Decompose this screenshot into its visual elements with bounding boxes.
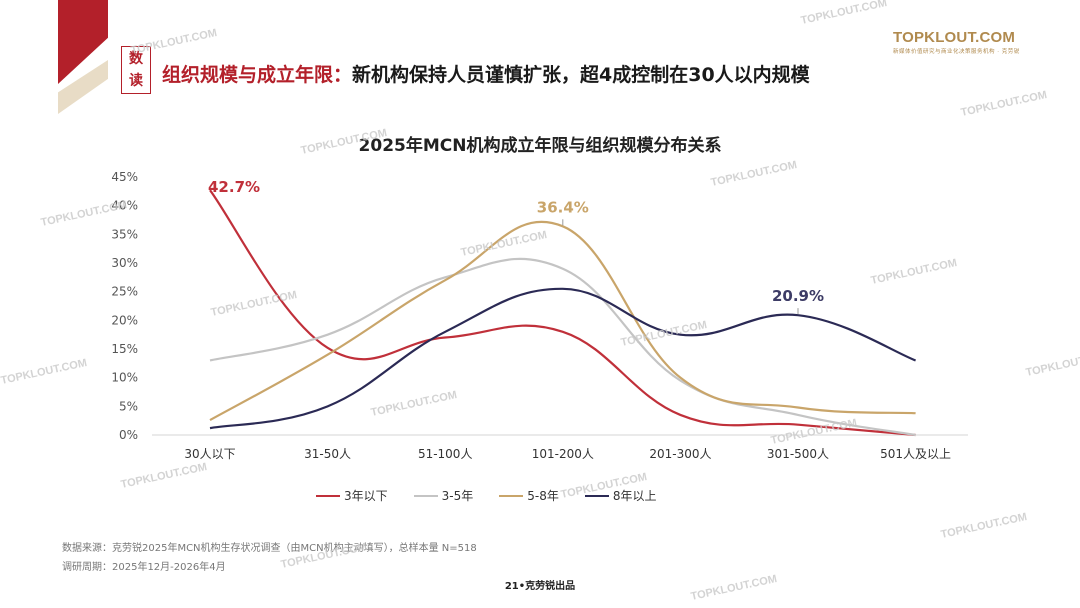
brand-logo-tagline: 新媒体价值研究与商业化决策服务机构 · 克劳锐	[893, 49, 1020, 55]
page-headline: 组织规模与成立年限：新机构保持人员谨慎扩张，超4成控制在30人以内规模	[162, 60, 810, 87]
series-line-3	[209, 220, 916, 422]
brand-logo-name: TOPKLOUT.COM	[893, 29, 1016, 46]
legend-swatch	[499, 494, 524, 497]
footer-notes: 数据来源：克劳锐2025年MCN机构生存状况调查（由MCN机构主动填写），总样本…	[62, 539, 477, 577]
x-tick-label: 51-100人	[418, 447, 473, 461]
legend-label: 3年以下	[344, 489, 388, 503]
y-tick-label: 45%	[111, 170, 138, 184]
headline-topic: 组织规模与成立年限：	[162, 64, 353, 86]
section-tag-char-2: 读	[129, 73, 143, 89]
chart-legend: 3年以下 3-5年 5-8年 8年以上	[316, 487, 657, 504]
y-tick-label: 40%	[111, 199, 138, 213]
legend-swatch	[413, 494, 438, 497]
series-line-4	[209, 287, 916, 430]
x-tick-label: 101-200人	[532, 447, 594, 461]
x-tick-label: 31-50人	[304, 447, 351, 461]
y-tick-label: 10%	[111, 371, 138, 385]
legend-label: 3-5年	[441, 489, 474, 503]
legend-item-1: 3年以下	[316, 487, 388, 504]
y-tick-label: 5%	[119, 399, 138, 413]
data-label-1: 42.7%	[208, 178, 260, 196]
series-line-2	[209, 257, 916, 437]
x-tick-label: 501人及以上	[880, 447, 951, 461]
data-label-3: 20.9%	[772, 287, 824, 305]
data-source-note: 数据来源：克劳锐2025年MCN机构生存状况调查（由MCN机构主动填写），总样本…	[62, 543, 477, 554]
legend-label: 8年以上	[612, 489, 657, 503]
chart-title: 2025年MCN机构成立年限与组织规模分布关系	[358, 136, 722, 156]
y-tick-label: 15%	[111, 342, 138, 356]
x-tick-label: 201-300人	[649, 447, 711, 461]
legend-label: 5-8年	[527, 489, 559, 503]
legend-item-3: 5-8年	[499, 487, 559, 504]
survey-period-note: 调研周期：2025年12月-2026年4月	[62, 562, 226, 573]
headline-finding: 新机构保持人员谨慎扩张，超4成控制在30人以内规模	[352, 64, 810, 86]
legend-swatch	[316, 494, 340, 497]
y-tick-label: 35%	[111, 227, 138, 241]
legend-item-4: 8年以上	[584, 487, 657, 504]
data-label-2: 36.4%	[537, 198, 589, 216]
y-tick-label: 30%	[111, 256, 138, 270]
y-tick-label: 25%	[111, 285, 138, 299]
section-tag-char-1: 数	[129, 51, 143, 67]
y-tick-label: 20%	[111, 313, 138, 327]
brand-logo: TOPKLOUT.COM 新媒体价值研究与商业化决策服务机构 · 克劳锐	[893, 29, 1019, 55]
x-tick-label: 301-500人	[767, 447, 829, 461]
section-tag: 数 读	[121, 46, 151, 94]
x-tick-label: 30人以下	[184, 447, 235, 461]
y-tick-label: 0%	[119, 428, 138, 442]
page-number: 21•克劳锐出品	[504, 581, 576, 592]
legend-swatch	[584, 494, 609, 497]
legend-item-2: 3-5年	[413, 487, 474, 504]
